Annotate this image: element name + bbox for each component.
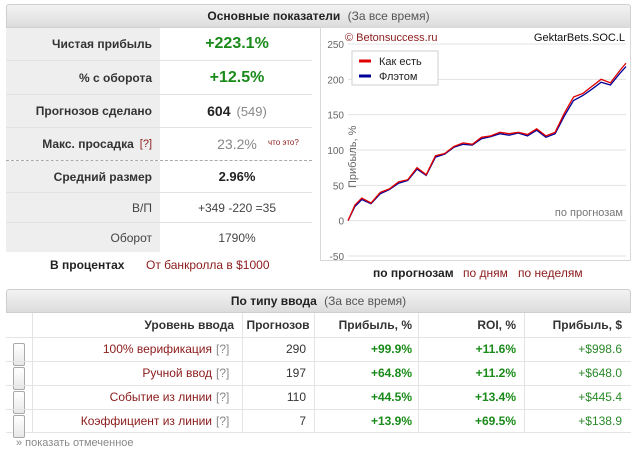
view-by-days[interactable]: по дням	[463, 266, 508, 280]
chart-ylabel: Прибыль, %	[347, 125, 359, 188]
divider	[6, 160, 312, 161]
type-panel-header: По типу ввода (За все время)	[6, 289, 631, 313]
row-profit-pct: +64.8%	[370, 366, 412, 380]
stat-wl: В/П +349 -220 =35	[6, 193, 312, 222]
stat-label: Средний размер	[6, 161, 160, 192]
stat-label: % с оборота	[6, 61, 160, 94]
col-header-profit-usd: Прибыль, $	[552, 318, 622, 332]
table-row: 100% верификация [?] 290 +99.9% +11.6% +…	[6, 337, 631, 366]
stat-label: Прогнозов сделано	[6, 95, 160, 127]
stat-value: +223.1%	[205, 35, 269, 52]
stat-turnover-pct: % с оборота +12.5%	[6, 61, 312, 94]
row-roi: +11.6%	[475, 342, 516, 356]
stat-value: 23.2%	[217, 136, 257, 152]
what-is-this-link[interactable]: что это?	[268, 138, 299, 147]
row-checkbox[interactable]	[13, 415, 25, 438]
series-line-raw	[347, 62, 627, 221]
stat-label: Чистая прибыль	[6, 28, 160, 60]
series-line-flat	[347, 66, 627, 221]
row-count: 197	[285, 366, 306, 380]
stat-net-profit: Чистая прибыль +223.1%	[6, 28, 312, 60]
row-count: 110	[286, 390, 306, 404]
col-header-count: Прогнозов	[246, 318, 310, 332]
stat-avg-size: Средний размер 2.96%	[6, 161, 312, 192]
stat-value: 1790%	[218, 230, 256, 245]
row-help-link[interactable]: [?]	[216, 342, 230, 356]
stat-value: 604	[207, 103, 231, 119]
row-help-link[interactable]: [?]	[216, 414, 230, 428]
show-marked-link[interactable]: » показать отмеченное	[16, 437, 134, 449]
chart-watermark-right: GektarBets.SOC.L	[534, 32, 625, 44]
chart-ytick-label: 0	[338, 217, 344, 228]
divider	[6, 60, 312, 61]
row-profit-pct: +13.9%	[370, 414, 412, 428]
chart-watermark-left: © Betonsuccess.ru	[345, 32, 437, 44]
row-level: Событие из линии	[109, 390, 212, 404]
chart-ytick-label: 100	[327, 146, 344, 157]
row-profit-pct: +44.5%	[370, 390, 412, 404]
view-by-weeks[interactable]: по неделям	[518, 266, 583, 280]
divider	[6, 127, 312, 128]
table-header: Уровень ввода Прогнозов Прибыль, % ROI, …	[6, 313, 631, 337]
chart-xlabel: по прогнозам	[555, 207, 623, 219]
from-bankroll-link[interactable]: От банкролла в $1000	[146, 258, 270, 272]
table-row: Коэффициент из линии [?] 7 +13.9% +69.5%…	[6, 409, 631, 438]
row-count: 290	[285, 342, 306, 356]
stat-turnover: Оборот 1790%	[6, 223, 312, 252]
stat-value: +349 -220 =35	[197, 200, 277, 215]
col-header-roi: ROI, %	[477, 318, 516, 332]
row-level: Коэффициент из линии	[80, 414, 212, 428]
chart-ytick-label: 50	[333, 181, 345, 192]
legend-raw: Как есть	[379, 56, 422, 68]
stat-extra: (549)	[236, 103, 267, 119]
divider	[6, 94, 312, 95]
row-profit-usd: +$998.6	[578, 342, 622, 356]
chart-ytick-label: 150	[327, 111, 344, 122]
row-checkbox[interactable]	[13, 343, 25, 366]
profit-chart: -50 0 50 100 150 200 250 Прибыль, % © Betonsuc…	[320, 27, 631, 263]
view-by-forecasts[interactable]: по прогнозам	[373, 266, 454, 280]
stat-label: Макс. просадка	[42, 137, 134, 151]
row-profit-usd: +$138.9	[578, 414, 622, 428]
main-panel-title: Основные показатели	[207, 9, 341, 23]
main-panel-subtitle: (За все время)	[347, 9, 430, 23]
main-panel-header: Основные показатели (За все время)	[6, 4, 631, 28]
row-roi: +11.2%	[475, 366, 516, 380]
table-row: Событие из линии [?] 110 +44.5% +13.4% +…	[6, 385, 631, 414]
stat-label: Оборот	[6, 223, 160, 252]
stat-value: 2.96%	[218, 169, 256, 184]
chart-ytick-label: 250	[327, 40, 344, 51]
row-help-link[interactable]: [?]	[216, 366, 230, 380]
row-help-link[interactable]: [?]	[216, 390, 230, 404]
table-row: Ручной ввод [?] 197 +64.8% +11.2% +$648.…	[6, 361, 631, 390]
row-profit-usd: +$648.0	[578, 366, 622, 380]
row-count: 7	[299, 414, 306, 428]
stat-forecasts: Прогнозов сделано 604 (549)	[6, 95, 312, 127]
stat-max-drawdown: Макс. просадка [?] 23.2% что это?	[6, 128, 312, 160]
chart-ytick-label: -50	[330, 252, 345, 260]
stat-value: +12.5%	[209, 68, 265, 86]
row-profit-pct: +99.9%	[370, 342, 412, 356]
chart-ytick-label: 200	[327, 75, 344, 86]
in-percent-label: В процентах	[50, 258, 125, 272]
legend-flat: Флэтом	[379, 71, 417, 83]
help-link[interactable]: [?]	[139, 138, 152, 150]
row-roi: +13.4%	[474, 390, 516, 404]
chart-legend	[351, 50, 439, 86]
type-panel-subtitle: (За все время)	[324, 294, 407, 308]
col-header-level: Уровень ввода	[144, 318, 234, 332]
col-header-profit-pct: Прибыль, %	[338, 318, 412, 332]
profit-chart-svg: -50 0 50 100 150 200 250 Прибыль, % © Betonsuc…	[327, 32, 627, 263]
row-checkbox[interactable]	[13, 391, 25, 414]
stat-label: В/П	[6, 193, 160, 222]
row-level: 100% верификация	[102, 342, 212, 356]
divider	[6, 192, 312, 193]
row-checkbox[interactable]	[13, 367, 25, 390]
type-panel-title: По типу ввода	[230, 294, 317, 308]
row-roi: +69.5%	[474, 414, 516, 428]
divider	[6, 222, 312, 223]
row-profit-usd: +$445.4	[578, 390, 622, 404]
row-level: Ручной ввод	[142, 366, 212, 380]
